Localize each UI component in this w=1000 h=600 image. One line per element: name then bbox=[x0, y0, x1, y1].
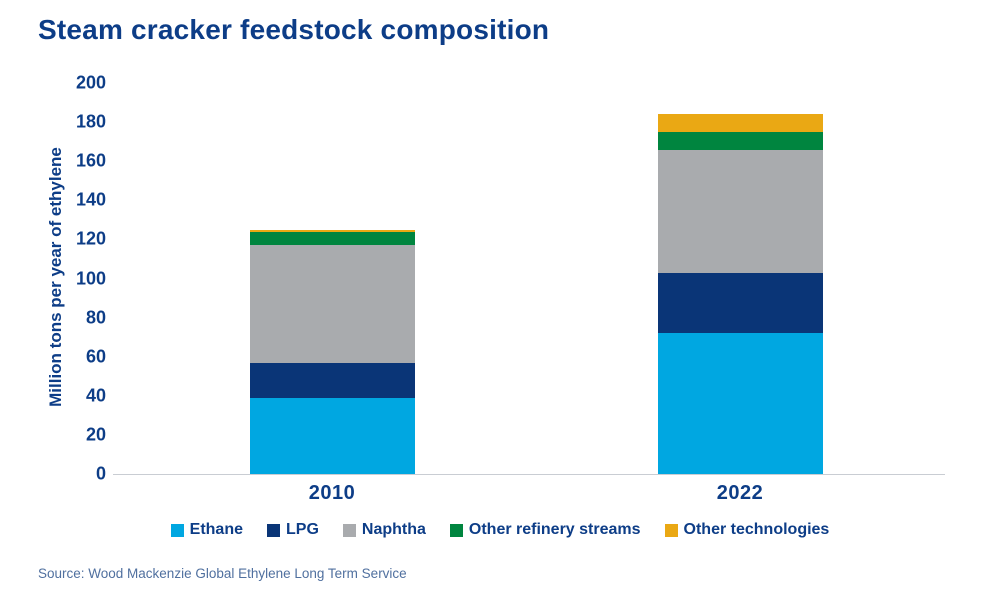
y-tick-label: 140 bbox=[75, 189, 106, 210]
y-tick-label: 120 bbox=[75, 228, 106, 249]
bar-segment-other-refinery-streams-2022 bbox=[657, 131, 823, 150]
y-tick-label: 180 bbox=[75, 111, 106, 132]
legend: Ethane LPG Naphtha Other refinery streams Ot… bbox=[0, 521, 1000, 539]
source-note: Source: Wood Mackenzie Global Ethylene L… bbox=[38, 566, 407, 581]
x-axis-label-2010: 2010 bbox=[308, 482, 356, 504]
legend-item-ethane: Ethane bbox=[170, 521, 243, 539]
y-tick-label: 200 bbox=[75, 72, 106, 93]
y-tick-label: 0 bbox=[95, 463, 106, 484]
bar-segment-naphtha-2010 bbox=[249, 245, 415, 363]
bar-segment-ethane-2010 bbox=[249, 397, 415, 474]
y-tick-label: 160 bbox=[75, 150, 106, 171]
bar-segment-lpg-2010 bbox=[249, 362, 415, 398]
stacked-bar-2022 bbox=[657, 114, 823, 474]
legend-swatch-icon bbox=[342, 523, 356, 537]
legend-label: Naphtha bbox=[361, 521, 426, 538]
y-tick-label: 100 bbox=[75, 268, 106, 288]
legend-label: Other technologies bbox=[683, 521, 830, 538]
legend-item-other-refinery-streams: Other refinery streams bbox=[449, 521, 641, 539]
y-tick-label: 80 bbox=[85, 307, 106, 328]
legend-item-naphtha: Naphtha bbox=[342, 521, 426, 539]
bar-segment-other-technologies-2010 bbox=[249, 229, 415, 232]
legend-swatch-icon bbox=[267, 523, 280, 537]
bar-segment-ethane-2022 bbox=[657, 333, 823, 474]
legend-swatch-icon bbox=[664, 523, 678, 537]
x-axis-label-2022: 2022 bbox=[716, 482, 764, 504]
legend-label: Ethane bbox=[189, 521, 243, 538]
legend-label: LPG bbox=[286, 521, 319, 538]
bar-segment-lpg-2022 bbox=[657, 272, 823, 334]
bar-segment-other-technologies-2022 bbox=[657, 114, 823, 132]
y-tick-label: 60 bbox=[85, 346, 106, 367]
bar-segment-other-refinery-streams-2010 bbox=[249, 231, 415, 246]
legend-swatch-icon bbox=[170, 523, 184, 537]
legend-item-other-technologies: Other technologies bbox=[664, 521, 830, 539]
y-tick-label: 40 bbox=[85, 385, 106, 406]
bar-segment-naphtha-2022 bbox=[657, 149, 823, 273]
legend-label: Other refinery streams bbox=[468, 521, 641, 538]
legend-swatch-icon bbox=[449, 523, 463, 537]
legend-item-lpg: LPG bbox=[267, 521, 319, 539]
chart-title: Steam cracker feedstock composition bbox=[38, 14, 550, 45]
stacked-bar-2010 bbox=[249, 229, 415, 474]
y-tick-label: 20 bbox=[85, 424, 106, 445]
plot-area bbox=[113, 83, 945, 475]
